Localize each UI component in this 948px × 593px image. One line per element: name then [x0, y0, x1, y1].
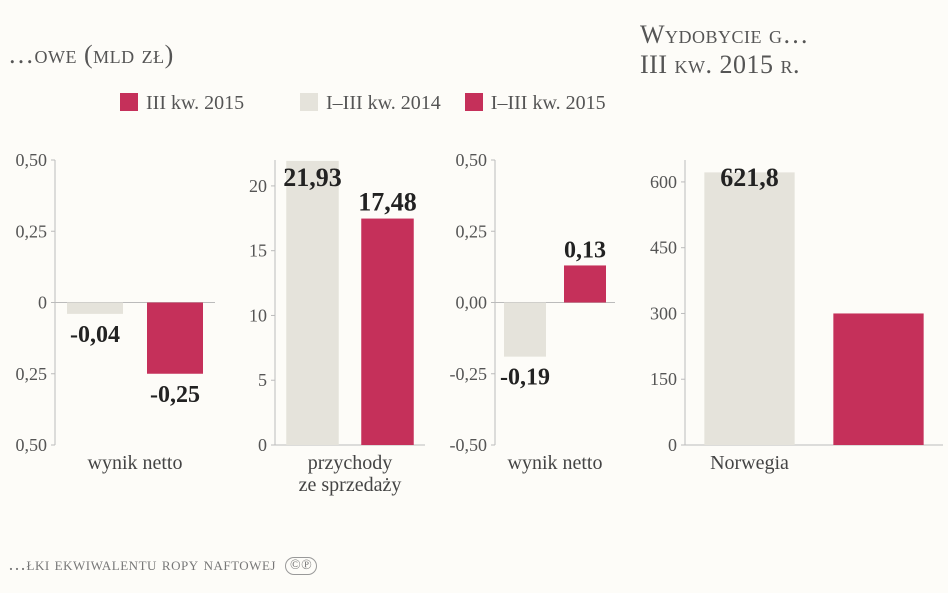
bar — [704, 172, 794, 445]
legend-item: I–III kw. 2014 — [300, 92, 441, 115]
chart-wynik-netto-ytd: -0,50 -0,25 0,00 0,25 0,50 -0,19 0,13 wynik net… — [440, 130, 630, 500]
bar-value-label: 17,48 — [358, 188, 417, 217]
svg-text:0: 0 — [668, 435, 677, 455]
legend-ytd: I–III kw. 2014 I–III kw. 2015 — [300, 92, 606, 115]
svg-text:0,25: 0,25 — [16, 364, 48, 384]
svg-text:0,50: 0,50 — [16, 435, 48, 455]
footer-note: …łki ekwiwalentu ropy naftowej ©℗ — [8, 554, 317, 575]
svg-text:0: 0 — [38, 293, 47, 313]
svg-text:300: 300 — [650, 303, 677, 323]
svg-text:20: 20 — [249, 176, 267, 196]
bar — [504, 303, 546, 357]
legend-swatch — [465, 93, 483, 111]
svg-text:0,00: 0,00 — [456, 293, 488, 313]
bar — [147, 303, 203, 374]
svg-text:-0,25: -0,25 — [450, 364, 488, 384]
svg-text:0,50: 0,50 — [456, 150, 488, 170]
category-label: wynik netto — [508, 452, 603, 474]
copyright-badge: ©℗ — [285, 557, 317, 575]
svg-text:10: 10 — [249, 305, 267, 325]
canvas: …owe (mld zł) Wydobycie g… III kw. 2015 … — [0, 0, 948, 593]
bar-value-label: 0,13 — [564, 237, 606, 263]
title-left: …owe (mld zł) — [8, 40, 174, 70]
category-label: ze sprzedaży — [299, 474, 402, 496]
category-label: przychody — [308, 452, 392, 474]
legend-label: III kw. 2015 — [146, 92, 244, 114]
legend-swatch — [300, 93, 318, 111]
svg-text:0,50: 0,50 — [16, 150, 48, 170]
svg-text:0: 0 — [258, 435, 267, 455]
legend-item: III kw. 2015 — [120, 92, 244, 115]
chart-wydobycie: 0 150 300 450 600 621,8 Norwegia — [630, 130, 948, 500]
chart-przychody: 0 5 10 15 20 21,93 17,48 przychodyze sprzedaży — [230, 130, 440, 520]
legend-swatch — [120, 93, 138, 111]
category-label: wynik netto — [88, 452, 183, 474]
bar — [67, 303, 123, 314]
legend-item: I–III kw. 2015 — [465, 92, 606, 115]
bar — [361, 219, 414, 445]
legend-label: I–III kw. 2014 — [326, 92, 441, 114]
svg-text:0,25: 0,25 — [16, 221, 48, 241]
bar-value-label: -0,25 — [150, 382, 200, 408]
title-right-line2: III kw. 2015 r. — [640, 50, 800, 80]
bar-value-label: -0,19 — [500, 365, 550, 391]
svg-text:600: 600 — [650, 172, 677, 192]
bar-value-label: 621,8 — [720, 163, 779, 192]
bar — [286, 161, 339, 445]
bar-value-label: -0,04 — [70, 322, 120, 348]
footer-text: …łki ekwiwalentu ropy naftowej — [8, 554, 276, 574]
legend-label: I–III kw. 2015 — [491, 92, 606, 114]
legend-q3-only: III kw. 2015 — [120, 92, 244, 115]
chart-wynik-netto-q3: 0,50 0,25 0 0,25 0,50 -0,04 -0,25 wynik netto — [0, 130, 230, 500]
svg-text:5: 5 — [258, 370, 267, 390]
bar — [564, 265, 606, 302]
title-right-line1: Wydobycie g… — [640, 20, 809, 50]
bar — [833, 313, 923, 445]
svg-text:150: 150 — [650, 369, 677, 389]
svg-text:0,25: 0,25 — [456, 221, 488, 241]
svg-text:-0,50: -0,50 — [450, 435, 488, 455]
svg-text:15: 15 — [249, 241, 267, 261]
bar-value-label: 21,93 — [283, 163, 342, 192]
category-label: Norwegia — [710, 452, 789, 474]
svg-text:450: 450 — [650, 238, 677, 258]
